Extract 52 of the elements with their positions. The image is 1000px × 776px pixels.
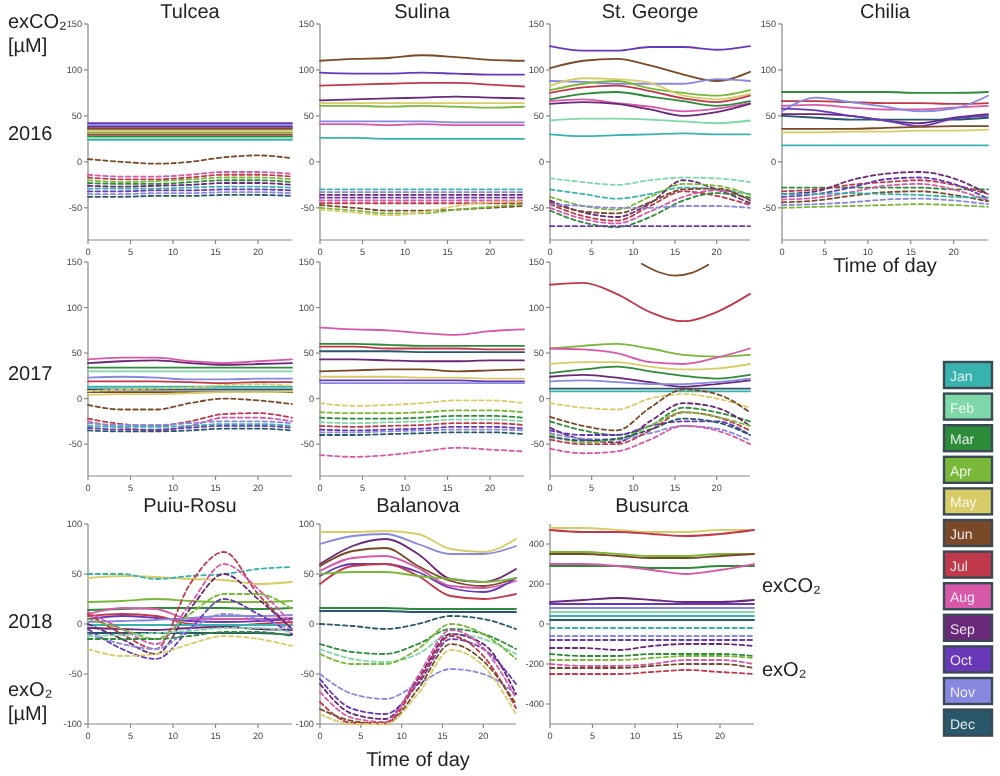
line-series bbox=[549, 343, 751, 358]
line-series bbox=[319, 623, 517, 665]
line-series bbox=[319, 615, 517, 630]
line-series bbox=[549, 420, 751, 436]
line-series bbox=[319, 555, 517, 589]
x-axis-title: Time of day bbox=[833, 256, 937, 278]
line-series bbox=[549, 402, 751, 444]
chart-title: Balanova bbox=[376, 496, 461, 518]
line-series bbox=[549, 425, 751, 455]
line-series bbox=[549, 406, 751, 436]
line-series bbox=[549, 388, 751, 432]
x-axis-title: Time of day bbox=[366, 750, 470, 772]
text: 2017 bbox=[8, 364, 54, 386]
chart-title: Chilia bbox=[859, 2, 911, 24]
line-series bbox=[549, 347, 751, 365]
y-axis-title: exCO₂ [µM] bbox=[8, 12, 68, 58]
text: exCO₂ bbox=[762, 576, 822, 598]
chart-title: Sulina bbox=[394, 2, 451, 24]
line-series bbox=[781, 176, 989, 200]
line-series bbox=[87, 635, 293, 657]
text: 2018 bbox=[8, 612, 54, 634]
line-series bbox=[781, 179, 989, 195]
line-series bbox=[549, 179, 751, 218]
line-series bbox=[781, 94, 989, 113]
line-series bbox=[549, 282, 751, 323]
chart-title: Puiu-Rosu bbox=[143, 496, 237, 518]
line-series bbox=[87, 613, 293, 650]
line-series bbox=[319, 633, 517, 663]
line-series bbox=[87, 593, 293, 640]
line-series bbox=[549, 425, 751, 442]
chart-title: Busurca bbox=[615, 496, 690, 518]
line-series bbox=[549, 91, 751, 107]
line-series bbox=[319, 628, 517, 655]
line-series bbox=[319, 563, 517, 593]
line-series bbox=[549, 417, 751, 442]
y-axis-title: exO₂ [µM] bbox=[8, 680, 53, 726]
text: 2016 bbox=[8, 124, 54, 146]
line-series bbox=[781, 183, 989, 202]
line-series bbox=[549, 58, 751, 82]
chart-title: Tulcea bbox=[160, 2, 221, 24]
line-series bbox=[319, 668, 517, 700]
line-series bbox=[549, 393, 751, 411]
line-series bbox=[87, 598, 293, 660]
line-series bbox=[781, 107, 989, 127]
line-series bbox=[549, 84, 751, 104]
chart-title: St. George bbox=[601, 2, 700, 24]
text: exO₂ bbox=[762, 660, 807, 682]
line-series bbox=[87, 566, 293, 580]
line-series bbox=[549, 101, 751, 117]
line-series bbox=[87, 412, 293, 427]
line-series bbox=[319, 563, 517, 600]
line-series bbox=[87, 416, 293, 432]
